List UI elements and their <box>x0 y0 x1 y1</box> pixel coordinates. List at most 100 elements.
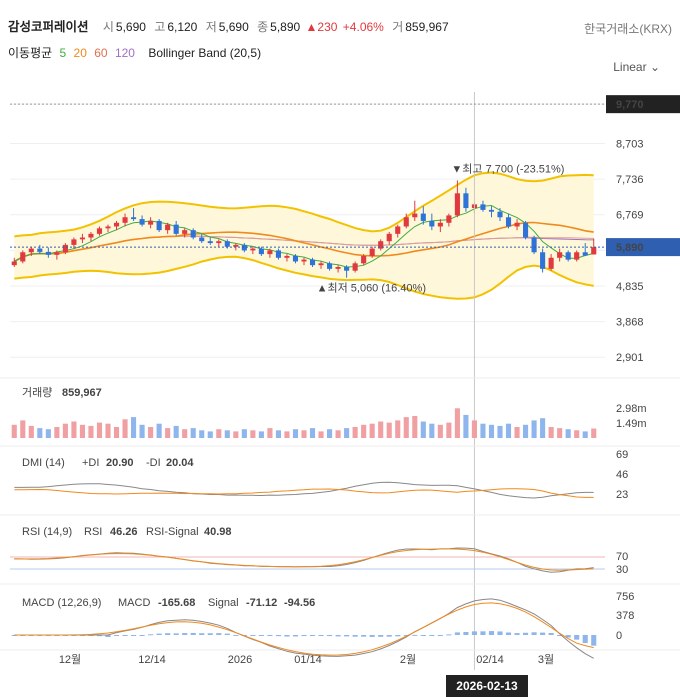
macd-histogram-bar <box>514 633 520 635</box>
rsi-tick-70: 70 <box>616 551 628 563</box>
volume-bar <box>45 429 51 438</box>
volume-bar <box>361 424 367 438</box>
macd-histogram-bar <box>429 635 435 636</box>
macd-signal-line <box>14 602 594 656</box>
candle <box>412 200 418 221</box>
macd-histogram-bar <box>505 632 512 635</box>
volume-bar <box>565 429 571 438</box>
volume-bar <box>480 423 486 438</box>
candle <box>216 239 222 247</box>
ma-20[interactable]: 20 <box>73 46 87 60</box>
volume-bar <box>105 423 111 438</box>
macd-histogram-bar <box>540 632 546 635</box>
scale-dropdown[interactable]: Linear ⌄ <box>613 60 660 74</box>
volume-bar <box>20 420 26 438</box>
macd-tick-label: 756 <box>616 591 634 603</box>
volume-bar <box>173 425 179 438</box>
volume-bar <box>79 424 85 438</box>
volume-bar <box>378 421 384 438</box>
price-tick-label: 6,769 <box>616 210 644 222</box>
macd-histogram-bar <box>531 632 537 635</box>
bollinger-label[interactable]: Bollinger Band (20,5) <box>148 46 262 60</box>
candle <box>173 220 179 236</box>
bollinger-fill <box>14 172 594 299</box>
macd-histogram-bar <box>548 632 554 635</box>
volume-bar <box>148 427 154 438</box>
volume-bar <box>275 430 281 438</box>
ma-60[interactable]: 60 <box>94 46 108 60</box>
candle <box>480 200 486 212</box>
candle <box>54 250 60 260</box>
candle-body <box>437 222 443 227</box>
volume-bar <box>420 421 426 438</box>
candle-body <box>105 226 111 229</box>
macd-histogram-bar <box>284 635 290 637</box>
price-tick-label: 4,835 <box>616 281 644 293</box>
dmi-tick-label: 23 <box>616 489 628 501</box>
macd-histogram-bar <box>557 635 563 636</box>
candle <box>88 232 94 242</box>
candle <box>37 244 43 255</box>
macd-histogram-bar <box>139 635 145 636</box>
current-price-badge <box>606 238 680 257</box>
volume-bar <box>471 420 477 438</box>
close-label: 종 <box>257 20 269 34</box>
candle-body <box>224 241 230 247</box>
volume-bar <box>318 431 324 438</box>
volume-bar <box>54 427 60 438</box>
candle-body <box>207 241 213 244</box>
candle-body <box>335 267 341 269</box>
volume-bar <box>88 425 94 438</box>
volume-bar <box>182 429 188 438</box>
macd-histogram-bar <box>207 633 213 635</box>
ma-5[interactable]: 5 <box>59 46 67 60</box>
candle <box>454 180 460 218</box>
macd-histogram-bar <box>471 631 477 635</box>
candle-body <box>79 237 85 240</box>
rsi-value: 46.26 <box>110 526 138 538</box>
candle-body <box>156 220 162 231</box>
macd-histogram-bar <box>488 631 495 635</box>
macd-histogram-bar <box>403 635 409 636</box>
volume-bar <box>216 429 222 438</box>
candle <box>497 208 503 221</box>
volume-bar <box>395 420 401 438</box>
macd-histogram-bar <box>574 635 580 640</box>
dmi-minus-label: -DI <box>146 457 161 469</box>
bollinger-upper-line <box>14 171 594 238</box>
candle-body <box>378 241 384 249</box>
candle <box>327 261 333 271</box>
candle-body <box>369 248 375 256</box>
candle <box>437 219 443 232</box>
macd-histogram-bar <box>11 635 17 636</box>
volume-bar <box>327 429 333 438</box>
x-axis-label: 3월 <box>538 653 554 666</box>
volume-bar <box>37 428 43 438</box>
open-value: 5,690 <box>115 20 146 34</box>
candle-body <box>446 215 452 223</box>
macd-histogram-bar <box>224 633 230 635</box>
ma-120[interactable]: 120 <box>114 46 135 60</box>
low-annotation: ▲최저 5,060 (16.40%) <box>317 282 426 295</box>
candle-body <box>327 263 333 269</box>
x-axis-label: 2026 <box>228 654 252 666</box>
candle-body <box>199 237 205 242</box>
candle <box>258 246 264 256</box>
candle <box>113 220 120 231</box>
volume-bar <box>429 423 435 438</box>
candle <box>11 257 17 267</box>
candle-body <box>148 220 154 225</box>
candle-body <box>582 252 588 256</box>
bollinger-lower-line <box>14 255 594 300</box>
macd-histogram-bar <box>378 635 384 637</box>
candle <box>45 247 51 258</box>
macd-histogram-bar <box>292 635 299 637</box>
candle <box>309 257 316 267</box>
top-price-badge <box>606 95 680 114</box>
change-pct: +4.06% <box>342 20 384 34</box>
macd-histogram-bar <box>480 631 486 635</box>
volume-bar <box>446 422 452 438</box>
candle <box>241 243 247 253</box>
volume-bar <box>207 431 213 438</box>
